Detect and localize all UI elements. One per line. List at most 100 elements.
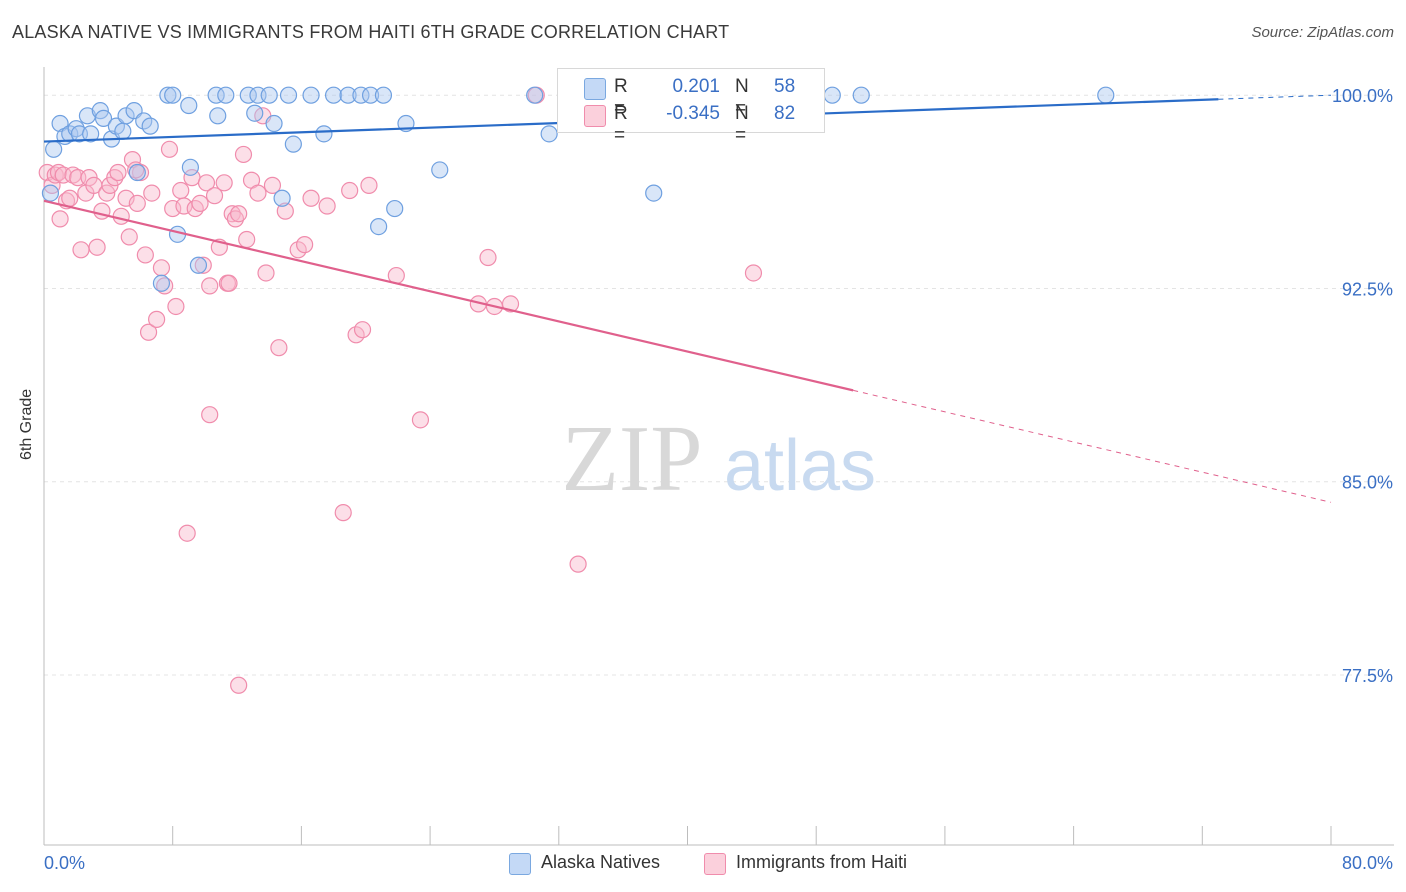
point-haiti: [238, 230, 256, 249]
point-haiti: [215, 174, 233, 192]
point-haiti: [194, 256, 212, 274]
legend-n-value: 58: [774, 76, 796, 97]
point-haiti: [148, 310, 166, 328]
legend-swatch-alaska: [584, 78, 606, 100]
point-alaska: [279, 86, 298, 104]
point-haiti: [49, 163, 68, 182]
point-alaska: [339, 86, 357, 104]
point-haiti: [360, 176, 378, 194]
point-haiti: [205, 187, 224, 205]
series-haiti-points: [38, 86, 763, 694]
point-alaska: [324, 86, 343, 104]
watermark-atlas: atlas: [724, 426, 876, 506]
point-alaska: [315, 125, 333, 143]
point-alaska: [273, 189, 291, 207]
point-haiti: [249, 184, 267, 202]
point-alaska: [265, 114, 283, 133]
point-alaska: [181, 158, 199, 176]
point-haiti: [139, 323, 158, 341]
correlation-legend: R = 0.201 N = 58 R = -0.345 N = 82: [557, 68, 825, 146]
point-alaska: [302, 86, 320, 104]
point-haiti: [263, 176, 282, 194]
point-haiti: [276, 202, 294, 220]
point-haiti: [152, 259, 171, 277]
point-haiti: [744, 264, 763, 282]
legend-r-label: R =: [614, 103, 628, 146]
point-haiti: [123, 151, 142, 169]
point-alaska: [246, 104, 264, 122]
point-alaska: [141, 117, 159, 135]
point-haiti: [353, 321, 372, 339]
point-haiti: [296, 236, 314, 254]
point-alaska: [209, 107, 227, 125]
point-alaska: [386, 199, 404, 218]
point-haiti: [334, 504, 352, 522]
watermark-zip: ZIP: [562, 407, 703, 511]
point-haiti: [72, 241, 90, 259]
point-haiti: [178, 524, 196, 542]
point-haiti: [167, 297, 185, 316]
point-haiti: [164, 199, 182, 218]
point-haiti: [230, 205, 248, 223]
point-alaska: [207, 86, 225, 104]
point-haiti: [106, 169, 124, 187]
watermark: ZIP atlas: [562, 407, 877, 511]
point-haiti: [197, 174, 216, 192]
point-haiti: [302, 189, 320, 207]
point-haiti: [201, 277, 219, 295]
point-haiti: [411, 411, 430, 429]
point-haiti: [234, 145, 253, 164]
point-haiti: [127, 161, 145, 179]
point-haiti: [143, 184, 161, 202]
point-alaska: [431, 161, 449, 179]
point-haiti: [201, 406, 219, 424]
point-haiti: [257, 264, 275, 282]
point-haiti: [61, 189, 79, 207]
y-tick-label: 85.0%: [1342, 473, 1393, 493]
point-alaska: [114, 122, 132, 140]
y-axis-label: 6th Grade: [18, 388, 35, 460]
point-alaska: [189, 256, 208, 274]
series-alaska-points: [41, 86, 1115, 292]
source-label: Source: ZipAtlas.com: [1251, 24, 1394, 41]
point-alaska: [159, 86, 177, 104]
point-haiti: [186, 199, 204, 218]
point-alaska: [217, 86, 235, 104]
point-haiti: [120, 228, 138, 246]
point-haiti: [341, 181, 359, 200]
point-alaska: [239, 86, 257, 104]
y-tick-label: 100.0%: [1332, 86, 1393, 106]
point-haiti: [112, 207, 130, 225]
x-tick-label-max: 80.0%: [1342, 853, 1393, 873]
legend-r-label: R =: [614, 76, 628, 119]
legend-n-value: 82: [774, 103, 796, 124]
point-haiti: [318, 197, 336, 215]
point-alaska: [352, 86, 370, 104]
axes: [43, 67, 1394, 846]
x-tick-label-min: 0.0%: [44, 853, 85, 873]
point-haiti: [479, 248, 497, 267]
point-haiti: [226, 210, 245, 228]
legend-r-value: -0.345: [666, 103, 720, 124]
trend-line-haiti: [43, 199, 854, 392]
point-haiti: [172, 181, 190, 200]
tick-labels: 77.5% 85.0% 92.5% 100.0% 0.0% 80.0%: [44, 86, 1393, 873]
point-alaska: [645, 184, 663, 202]
legend-swatch-haiti: [584, 105, 606, 127]
point-haiti: [160, 140, 179, 158]
point-alaska: [152, 274, 171, 292]
point-haiti: [270, 339, 288, 357]
point-haiti: [501, 295, 520, 313]
point-haiti: [54, 166, 72, 184]
point-alaska: [284, 135, 302, 153]
point-alaska: [823, 86, 841, 104]
point-alaska: [540, 125, 558, 143]
legend-n-label: N =: [735, 103, 749, 146]
legend-r-value: 0.201: [672, 76, 720, 97]
point-alaska: [1097, 86, 1115, 104]
point-haiti: [569, 555, 587, 573]
point-haiti: [223, 205, 241, 223]
point-haiti: [220, 274, 238, 292]
point-alaska: [180, 96, 198, 115]
